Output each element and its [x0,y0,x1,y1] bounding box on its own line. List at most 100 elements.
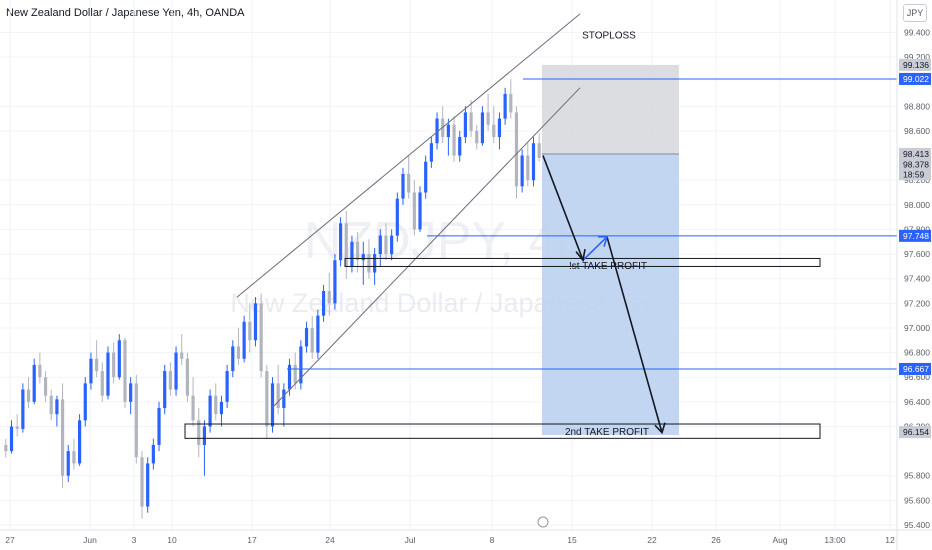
price-tag-label: 98.378 [903,159,929,169]
candle-body [333,260,337,304]
candle-body [191,395,195,421]
candle-body [60,399,65,476]
candle-body [77,420,82,464]
candle-body [276,383,280,409]
y-tick-label: 97.400 [904,274,930,284]
candle-body [236,346,241,359]
candle-body [395,198,399,236]
candle-body [429,143,433,162]
candle-body [49,395,53,415]
candle-body [446,124,450,138]
candle-body [424,161,428,193]
candle-body [72,451,76,464]
price-tag [899,72,931,85]
candle-body [134,383,138,458]
candle-body [202,426,207,445]
take-profit-zone [542,153,679,436]
candle-body [151,444,155,464]
candle-body [287,364,292,390]
candle-body [497,118,502,138]
channel-lower-line[interactable] [271,87,581,409]
candle-body [43,377,48,396]
price-tag-label: 96.154 [903,427,929,437]
candle-body [129,383,133,402]
currency-button[interactable]: JPY [903,4,927,22]
candle-body [452,124,456,156]
candle-body [83,383,87,421]
x-tick-label: 17 [247,535,257,545]
candle-body [112,352,116,378]
candle-body [157,408,161,445]
candle-body [378,235,382,255]
x-tick-label: 22 [647,535,657,545]
candle-body [180,352,184,359]
candle-body [412,192,416,230]
arrowhead-1 [575,248,586,263]
candle-body [9,426,14,452]
candle-body [293,364,297,384]
x-tick-label: 3 [132,535,137,545]
candle-body [32,364,36,402]
y-tick-label: 99.400 [904,27,930,37]
candle-body [520,155,524,187]
tp1-label: !st TAKE PROFIT [569,261,647,272]
candle-body [407,174,411,193]
candle-body [356,241,360,261]
price-tag [899,58,931,71]
candle-body [373,254,377,273]
candle-body [248,321,252,341]
candle-body [282,389,286,409]
y-tick-label: 99.200 [904,52,930,62]
candle-body [338,223,343,261]
candle-body [350,241,354,267]
price-tag-label: 18:59 [903,169,925,179]
candle-body [163,371,167,409]
candle-body [21,389,25,429]
candle-body [526,155,530,181]
price-tag [899,168,931,181]
price-tag-label: 97.748 [903,231,929,241]
candle-body [390,235,394,255]
candle-body [219,401,224,415]
candle-body [367,254,371,273]
y-tick-label: 98.000 [904,200,930,210]
candle-body [503,93,507,119]
price-tag-label: 98.413 [903,149,929,159]
y-tick-label: 97.000 [904,323,930,333]
y-tick-label: 97.800 [904,224,930,234]
y-tick-label: 97.600 [904,249,930,259]
channel-upper-line[interactable] [236,13,581,298]
candle-body [486,112,490,125]
candle-body [55,399,59,415]
x-tick-label: Jun [83,535,97,545]
candle-body [26,389,31,402]
candle-body [384,235,388,255]
candle-body [89,358,93,384]
price-tag [899,229,931,242]
candle-body [100,371,104,396]
candle-body [304,327,309,347]
candle-body [265,371,269,427]
candle-body [316,315,320,353]
price-tag-label: 99.136 [903,60,929,70]
candle-body [435,118,439,144]
arrow-leg-3 [606,236,663,433]
candle-body [344,223,348,267]
price-tag [899,158,931,171]
y-tick-label: 98.600 [904,126,930,136]
candle-body [123,340,127,402]
candle-body [66,451,70,476]
candle-body [15,426,19,429]
x-tick-label: 8 [490,535,495,545]
y-tick-label: 95.600 [904,495,930,505]
candle-body [214,395,218,415]
y-tick-label: 96.600 [904,372,930,382]
x-tick-label: 26 [711,535,721,545]
price-tag [899,147,931,160]
stoploss-zone [542,64,679,154]
tp2-box[interactable] [184,423,821,439]
candle-body [321,291,326,316]
event-lightning-icon[interactable] [537,516,549,528]
candle-body [514,112,519,187]
